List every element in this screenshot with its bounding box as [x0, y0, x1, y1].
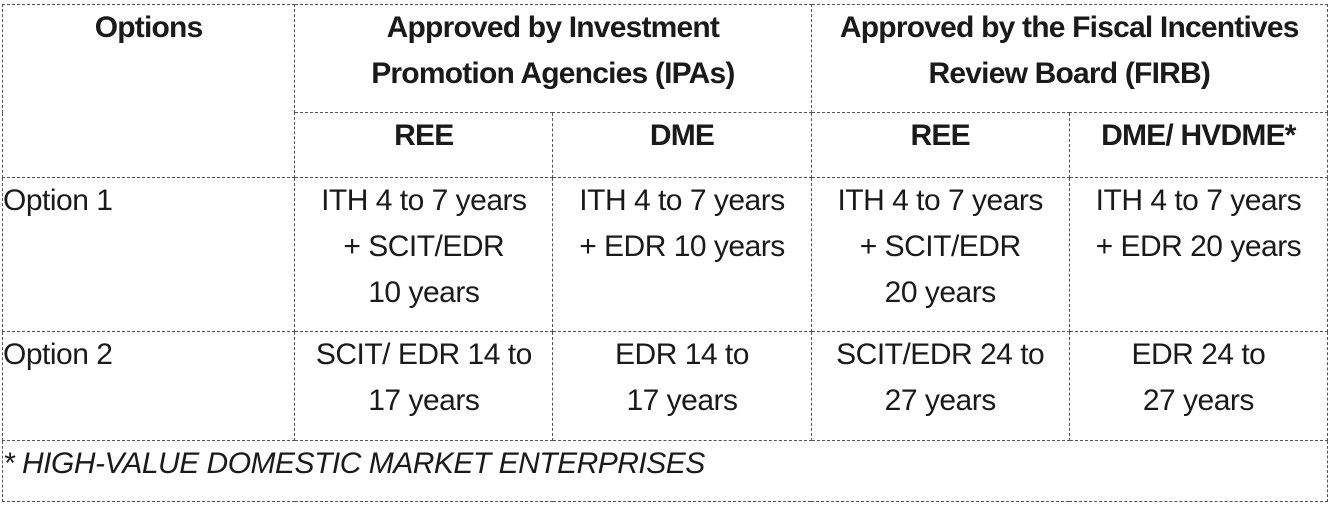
- cell-line: 27 years: [1142, 384, 1255, 417]
- cell-line: 20 years: [884, 276, 997, 309]
- firb-dme-hvdme-header: DME/ HVDME*: [1068, 112, 1329, 178]
- cell-line: 17 years: [368, 384, 480, 417]
- firb-header-line: Approved by the Fiscal Incentives: [839, 11, 1300, 44]
- incentives-table: Options Approved by Investment Promotion…: [1, 4, 1329, 502]
- footnote: * HIGH-VALUE DOMESTIC MARKET ENTERPRISES: [2, 440, 1328, 502]
- table-cell: ITH 4 to 7 years + EDR 10 years: [552, 177, 812, 332]
- cell-line: + EDR 20 years: [1095, 230, 1302, 263]
- table-cell: EDR 24 to 27 years: [1068, 331, 1329, 441]
- table-cell: SCIT/EDR 24 to 27 years: [810, 331, 1070, 441]
- table-cell: EDR 14 to 17 years: [552, 331, 812, 441]
- ipa-dme-header: DME: [552, 112, 812, 178]
- cell-line: ITH 4 to 7 years: [837, 184, 1043, 217]
- option-label: Option 1: [1, 177, 296, 332]
- firb-ree-header: REE: [810, 112, 1070, 178]
- table-row: Option 1 ITH 4 to 7 years + SCIT/EDR 10 …: [1, 177, 1329, 332]
- ipa-group-header: Approved by Investment Promotion Agencie…: [294, 4, 812, 113]
- cell-line: + SCIT/EDR: [859, 230, 1021, 263]
- table-row: Option 2 SCIT/ EDR 14 to 17 years EDR 14…: [1, 331, 1329, 441]
- table-cell: ITH 4 to 7 years + SCIT/EDR 20 years: [810, 177, 1070, 332]
- ipa-header-line: Promotion Agencies (IPAs): [371, 57, 735, 90]
- ipa-header-line: Approved by Investment: [386, 11, 720, 44]
- firb-group-header: Approved by the Fiscal Incentives Review…: [810, 4, 1329, 113]
- cell-line: SCIT/EDR 24 to: [836, 338, 1045, 371]
- header-row-groups: Options Approved by Investment Promotion…: [1, 4, 1329, 178]
- option-label: Option 2: [1, 331, 296, 441]
- ipa-ree-header: REE: [294, 112, 554, 178]
- cell-line: ITH 4 to 7 years: [321, 184, 527, 217]
- cell-line: EDR 24 to: [1131, 338, 1266, 371]
- cell-line: EDR 14 to: [615, 338, 749, 371]
- table-cell: ITH 4 to 7 years + EDR 20 years: [1068, 177, 1329, 332]
- cell-line: ITH 4 to 7 years: [1095, 184, 1302, 217]
- options-header: Options: [1, 4, 296, 178]
- cell-line: ITH 4 to 7 years: [579, 184, 785, 217]
- footnote-row: * HIGH-VALUE DOMESTIC MARKET ENTERPRISES: [2, 440, 1328, 502]
- cell-line: 10 years: [368, 276, 480, 309]
- cell-line: 27 years: [884, 384, 997, 417]
- cell-line: + SCIT/EDR: [343, 230, 505, 263]
- table-cell: SCIT/ EDR 14 to 17 years: [294, 331, 554, 441]
- cell-line: SCIT/ EDR 14 to: [315, 338, 532, 371]
- cell-line: + EDR 10 years: [579, 230, 785, 263]
- table-cell: ITH 4 to 7 years + SCIT/EDR 10 years: [294, 177, 554, 332]
- firb-header-line: Review Board (FIRB): [928, 57, 1211, 90]
- cell-line: 17 years: [626, 384, 738, 417]
